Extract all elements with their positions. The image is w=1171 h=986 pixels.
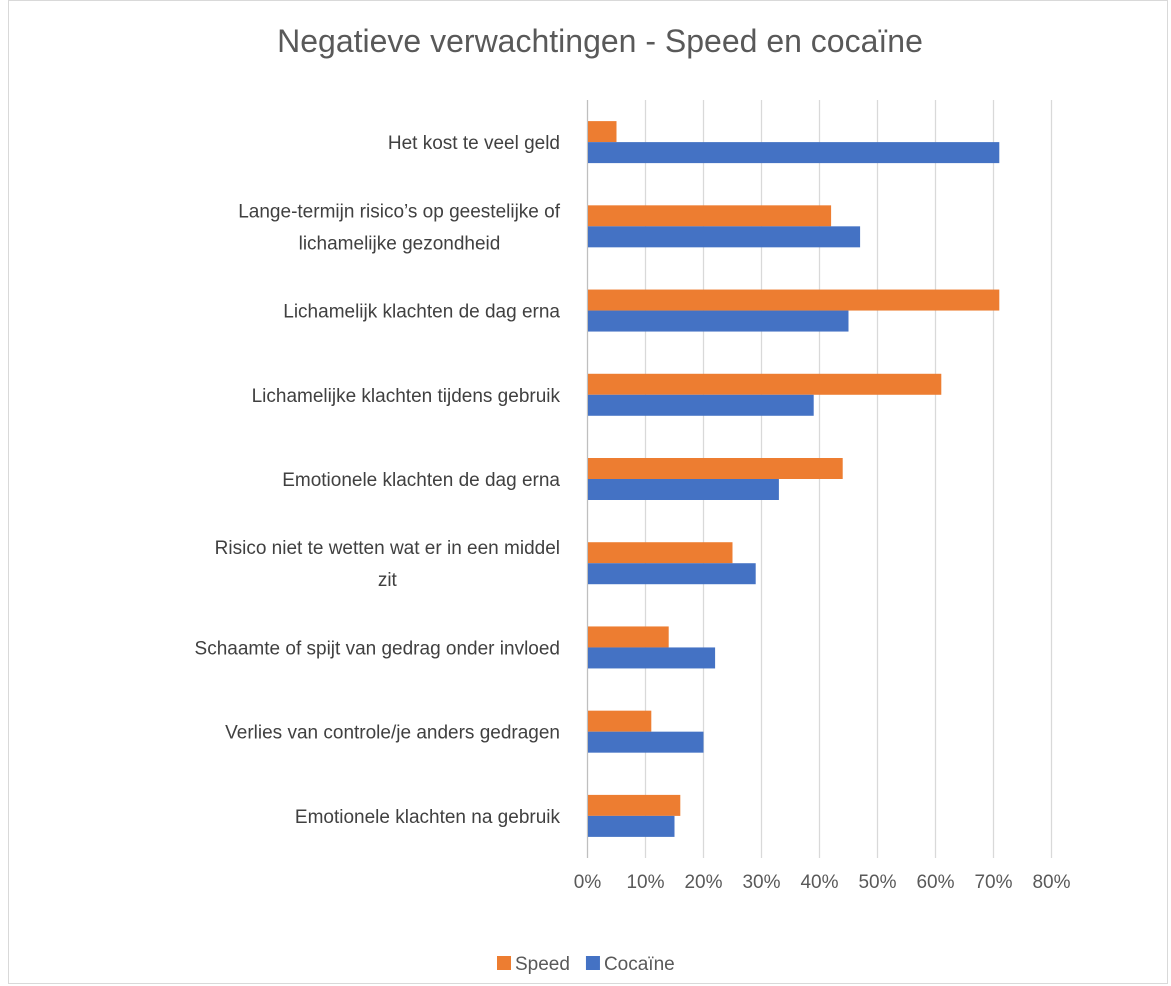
bar-speed xyxy=(588,458,843,479)
x-tick-label: 50% xyxy=(858,872,896,893)
category-label: Lichamelijke klachten tijdens gebruik xyxy=(252,386,561,407)
legend-swatch xyxy=(585,956,600,970)
legend-label: Cocaïne xyxy=(604,954,675,975)
bar-cocane xyxy=(588,310,849,332)
bar-cocane xyxy=(588,563,756,585)
bar-speed xyxy=(588,289,1000,311)
category-label: zit xyxy=(378,570,398,591)
bar-speed xyxy=(588,121,617,143)
x-tick-label: 20% xyxy=(684,872,722,893)
category-label: Lichamelijk klachten de dag erna xyxy=(283,302,560,323)
x-tick-label: 40% xyxy=(800,872,838,893)
bar-cocane xyxy=(588,394,814,416)
bar-speed xyxy=(588,794,681,816)
x-tick-label: 0% xyxy=(574,872,602,893)
chart-title: Negatieve verwachtingen - Speed en cocaï… xyxy=(277,23,923,59)
category-labels: Het kost te veel geld Lange-termijn risic… xyxy=(195,133,561,828)
category-label: Risico niet te wetten wat er in een midd… xyxy=(215,538,560,559)
bar-cocane xyxy=(588,142,1000,164)
x-tick-label: 30% xyxy=(742,872,780,893)
x-tick-label: 10% xyxy=(626,872,664,893)
x-axis-ticks: 0% 10% 20% 30% 40% 50% 60% 70% 80% xyxy=(574,872,1071,893)
x-tick-label: 60% xyxy=(916,872,954,893)
bar-speed xyxy=(588,626,669,648)
legend: Speed Cocaïne xyxy=(497,954,675,975)
bar-speed xyxy=(588,542,733,564)
category-label: lichamelijke gezondheid xyxy=(299,233,501,254)
category-label: Emotionele klachten na gebruik xyxy=(295,807,561,828)
category-label: Schaamte of spijt van gedrag onder invlo… xyxy=(195,638,560,659)
bar-cocane xyxy=(588,226,861,248)
category-label: Het kost te veel geld xyxy=(388,133,560,154)
bar-cocane xyxy=(588,731,704,753)
bar-speed xyxy=(588,710,652,732)
bar-cocane xyxy=(588,815,675,837)
bar-speed xyxy=(588,205,832,227)
legend-label: Speed xyxy=(515,954,570,975)
bar-speed xyxy=(588,373,942,395)
category-label: Emotionele klachten de dag erna xyxy=(282,470,560,491)
category-label: Lange-termijn risico’s op geestelijke of xyxy=(238,201,560,222)
x-tick-label: 70% xyxy=(974,872,1012,893)
legend-swatch xyxy=(497,956,511,970)
bar-cocane xyxy=(588,479,779,500)
bars xyxy=(588,121,1000,837)
x-tick-label: 80% xyxy=(1032,872,1070,893)
bar-cocane xyxy=(588,647,716,669)
category-label: Verlies van controle/je anders gedragen xyxy=(225,723,560,744)
